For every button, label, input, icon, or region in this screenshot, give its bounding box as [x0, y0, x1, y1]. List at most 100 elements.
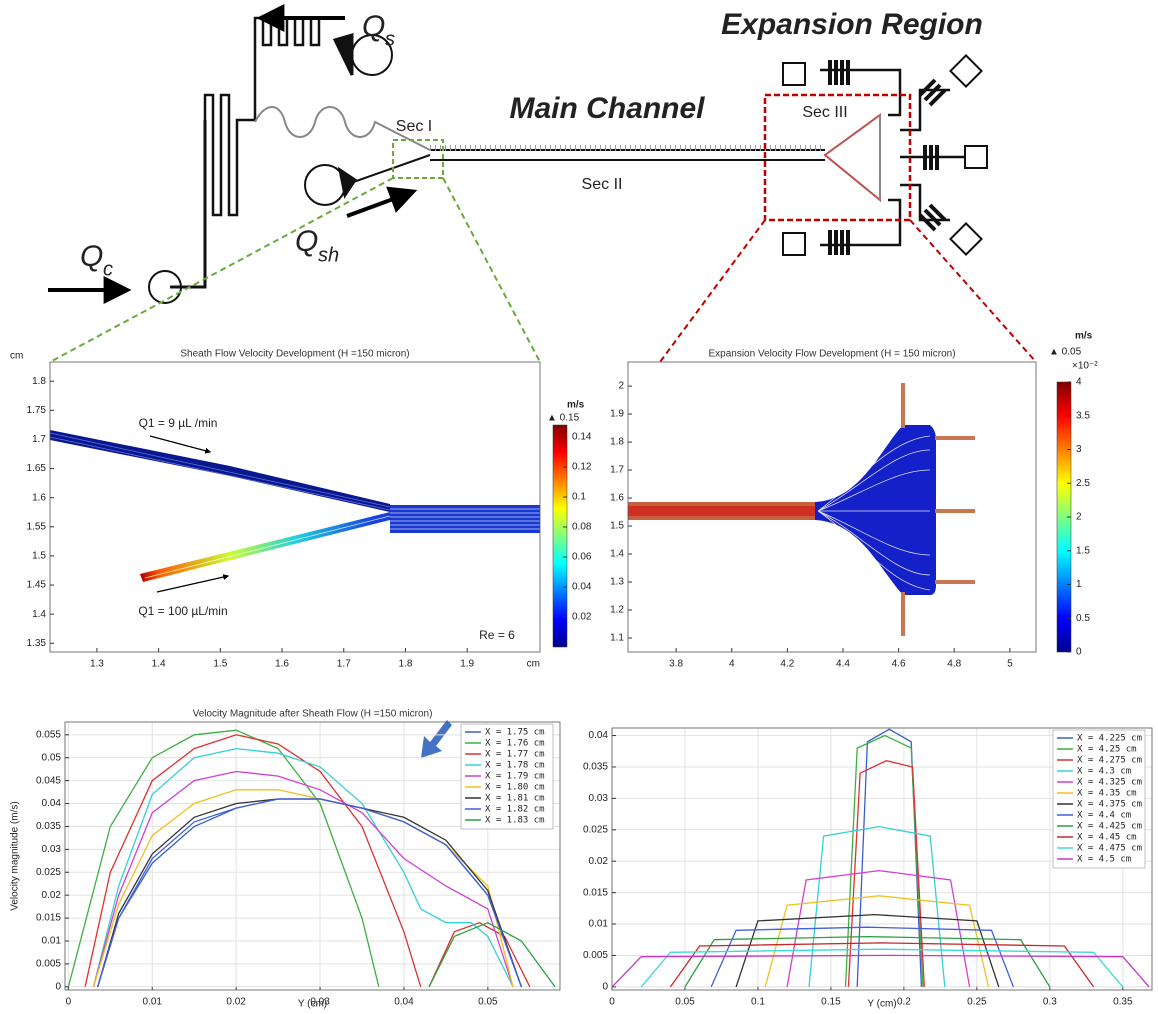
sheath-field: [50, 430, 540, 592]
y-tick-label: 1.8: [32, 376, 46, 387]
legend-label: X = 4.225 cm: [1077, 734, 1142, 744]
y-tick-label: 0.005: [583, 950, 608, 961]
colorbar-tick-label: 0.1: [572, 492, 586, 503]
colorbar-unit: m/s: [567, 400, 585, 411]
x-axis-label: Y (cm): [867, 999, 896, 1009]
colorbar-exponent: ×10⁻²: [1072, 361, 1098, 372]
x-tick-label: 0.1: [751, 997, 765, 1008]
y-tick-label: 0.055: [36, 729, 61, 740]
y-tick-label: 1.45: [27, 580, 47, 591]
legend-label: X = 4.475 cm: [1077, 844, 1142, 854]
y-tick-label: 0.02: [42, 890, 62, 901]
y-tick-label: 1.2: [610, 605, 624, 616]
y-tick-label: 1.35: [27, 638, 47, 649]
y-tick-label: 2: [618, 381, 624, 392]
series-line: [765, 896, 988, 987]
x-tick-label: 1.5: [213, 659, 227, 670]
y-tick-label: 1.1: [610, 633, 624, 644]
legend-label: X = 4.4 cm: [1077, 811, 1131, 821]
y-tick-label: 0.015: [36, 913, 61, 924]
annotation: Q1 = 9 µL /min: [139, 416, 218, 430]
y-tick-label: 0.025: [36, 867, 61, 878]
x-unit: cm: [527, 659, 540, 670]
y-tick-label: 0.04: [589, 730, 609, 741]
legend-label: X = 1.81 cm: [485, 794, 545, 804]
legend-label: X = 1.80 cm: [485, 783, 545, 793]
section-label: Sec II: [582, 176, 623, 193]
legend-label: X = 4.3 cm: [1077, 767, 1131, 777]
zoom-lines: [50, 178, 540, 362]
legend-label: X = 4.5 cm: [1077, 855, 1131, 865]
x-axis-label: Y (cm): [298, 999, 327, 1009]
x-tick-label: 1.6: [275, 659, 289, 670]
series-line: [612, 955, 1149, 987]
colorbar-tick-label: 0.14: [572, 432, 592, 443]
colorbar-tick-label: 0.06: [572, 552, 592, 563]
colorbar-tick-label: 0.12: [572, 462, 592, 473]
q-subscript: c: [103, 258, 113, 280]
y-tick-label: 1.7: [610, 465, 624, 476]
y-tick-label: 1.6: [32, 492, 46, 503]
highlight-arrow: [421, 720, 452, 758]
colorbar-tick-label: 0.04: [572, 582, 592, 593]
y-tick-label: 1.8: [610, 437, 624, 448]
x-tick-label: 0.02: [226, 997, 246, 1008]
colorbar: [553, 425, 567, 647]
y-tick-label: 0.005: [36, 959, 61, 970]
series-line: [68, 730, 378, 987]
expansion-field: [628, 383, 975, 636]
legend-label: X = 1.82 cm: [485, 805, 545, 815]
colorbar-tick-label: 0.5: [1076, 613, 1090, 624]
x-tick-label: 0.2: [897, 997, 911, 1008]
y-tick-label: 0.045: [36, 775, 61, 786]
q-subscript: sh: [318, 244, 339, 266]
y-axis-label: Velocity magnitude (m/s): [10, 801, 21, 911]
x-tick-label: 1.7: [337, 659, 351, 670]
chart-title: Velocity Magnitude after Sheath Flow (H …: [193, 709, 433, 720]
chart-title: Expansion Velocity Flow Development (H =…: [708, 349, 955, 360]
x-tick-label: 0.05: [675, 997, 695, 1008]
x-tick-label: 4.4: [836, 659, 850, 670]
y-tick-label: 0: [55, 981, 61, 992]
colorbar-tick-label: 2: [1076, 512, 1082, 523]
y-tick-label: 1.4: [32, 609, 46, 620]
figure: Q s Q c Q sh Expansion Region Main Chann…: [0, 0, 1158, 1009]
colorbar-tick-label: 4: [1076, 377, 1082, 388]
y-tick-label: 0: [602, 981, 608, 992]
colorbar-tick-label: 1: [1076, 579, 1082, 590]
y-tick-label: 0.035: [36, 821, 61, 832]
x-tick-label: 4.8: [947, 659, 961, 670]
schematic: [149, 18, 987, 303]
y-tick-label: 1.75: [27, 405, 47, 416]
legend-label: X = 1.83 cm: [485, 816, 545, 826]
y-tick-label: 0.01: [42, 936, 62, 947]
section-label: Sec I: [396, 118, 432, 135]
y-tick-label: 1.3: [610, 577, 624, 588]
region-title: Main Channel: [509, 92, 705, 125]
y-tick-label: 1.5: [610, 521, 624, 532]
x-tick-label: 1.9: [460, 659, 474, 670]
x-tick-label: 0.25: [967, 997, 987, 1008]
legend-label: X = 1.79 cm: [485, 772, 545, 782]
colorbar-tick-label: 3.5: [1076, 410, 1090, 421]
x-tick-label: 3.8: [669, 659, 683, 670]
x-tick-label: 4.2: [780, 659, 794, 670]
x-tick-label: 0: [609, 997, 615, 1008]
colorbar-unit: m/s: [1075, 331, 1093, 342]
section-label: Sec III: [802, 104, 847, 121]
colorbar-max: ▲ 0.05: [1049, 347, 1082, 358]
y-tick-label: 0.05: [42, 752, 62, 763]
x-tick-label: 0.35: [1113, 997, 1133, 1008]
legend-label: X = 1.75 cm: [485, 728, 545, 738]
legend-label: X = 1.77 cm: [485, 750, 545, 760]
q-subscript: s: [385, 28, 395, 50]
x-tick-label: 1.3: [90, 659, 104, 670]
y-tick-label: 0.02: [589, 856, 609, 867]
q-label: Q: [80, 240, 103, 273]
y-tick-label: 1.7: [32, 434, 46, 445]
series-line: [685, 937, 1050, 987]
y-tick-label: 1.5: [32, 551, 46, 562]
x-tick-label: 5: [1007, 659, 1013, 670]
legend-label: X = 4.25 cm: [1077, 745, 1137, 755]
y-tick-label: 0.015: [583, 887, 608, 898]
